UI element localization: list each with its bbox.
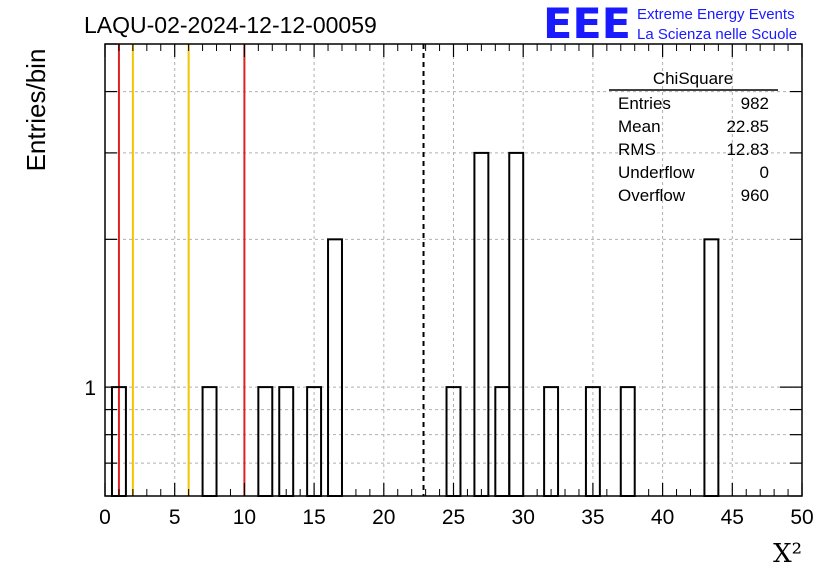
stats-value: 22.85 <box>726 117 769 136</box>
y-tick-label: 1 <box>84 377 96 400</box>
y-axis-label: Entries/bin <box>21 49 51 172</box>
x-tick-label: 50 <box>790 506 813 529</box>
stats-label: Overflow <box>618 186 686 205</box>
stats-box-title: ChiSquare <box>653 69 733 88</box>
x-tick-label: 15 <box>302 506 325 529</box>
reference-lines <box>117 44 425 496</box>
histogram-bar <box>508 151 525 497</box>
histogram-bars <box>110 151 720 497</box>
stats-label: RMS <box>618 140 656 159</box>
histogram-bar <box>619 386 636 497</box>
x-tick-label: 20 <box>372 506 395 529</box>
stats-label: Mean <box>618 117 661 136</box>
x-tick-label: 25 <box>442 506 465 529</box>
histogram-bar <box>543 386 560 497</box>
histogram-bar <box>257 386 274 497</box>
histogram-bar <box>327 238 343 497</box>
x-tick-label: 40 <box>651 506 674 529</box>
y-axis-ticks: 1 <box>84 43 802 497</box>
x-axis-label: X² <box>773 539 802 569</box>
stats-box: ChiSquare Entries 982 Mean 22.85 RMS 12.83 Und… <box>609 69 778 205</box>
logo-line-2: La Scienza nelle Scuole <box>637 26 797 43</box>
stats-value: 12.83 <box>726 140 769 159</box>
histogram-bar <box>703 238 720 497</box>
stats-label: Underflow <box>618 163 695 182</box>
x-tick-label: 10 <box>233 506 256 529</box>
stats-value: 0 <box>760 163 769 182</box>
stats-value: 982 <box>741 94 769 113</box>
histogram-bar <box>494 386 511 497</box>
x-axis-ticks: 0 5 10 15 20 25 30 35 40 45 50 <box>99 44 814 529</box>
histogram-bar <box>278 386 295 497</box>
eee-logo: EEE Extreme Energy Events La Scienza nel… <box>543 0 797 48</box>
x-tick-label: 30 <box>512 506 535 529</box>
stats-label: Entries <box>618 94 671 113</box>
stats-value: 960 <box>741 186 769 205</box>
histogram-bar <box>473 151 490 497</box>
stats-rows: Entries 982 Mean 22.85 RMS 12.83 Underflow 0 Ove… <box>618 94 769 205</box>
x-tick-label: 35 <box>581 506 604 529</box>
x-tick-label: 0 <box>99 506 111 529</box>
x-tick-label: 45 <box>721 506 744 529</box>
eee-logo-letters: EEE <box>543 0 631 48</box>
histogram-bar <box>201 386 218 497</box>
grid <box>105 44 802 496</box>
chart-title: LAQU-02-2024-12-12-00059 <box>84 12 377 38</box>
logo-line-1: Extreme Energy Events <box>637 6 795 23</box>
x-tick-label: 5 <box>169 506 181 529</box>
